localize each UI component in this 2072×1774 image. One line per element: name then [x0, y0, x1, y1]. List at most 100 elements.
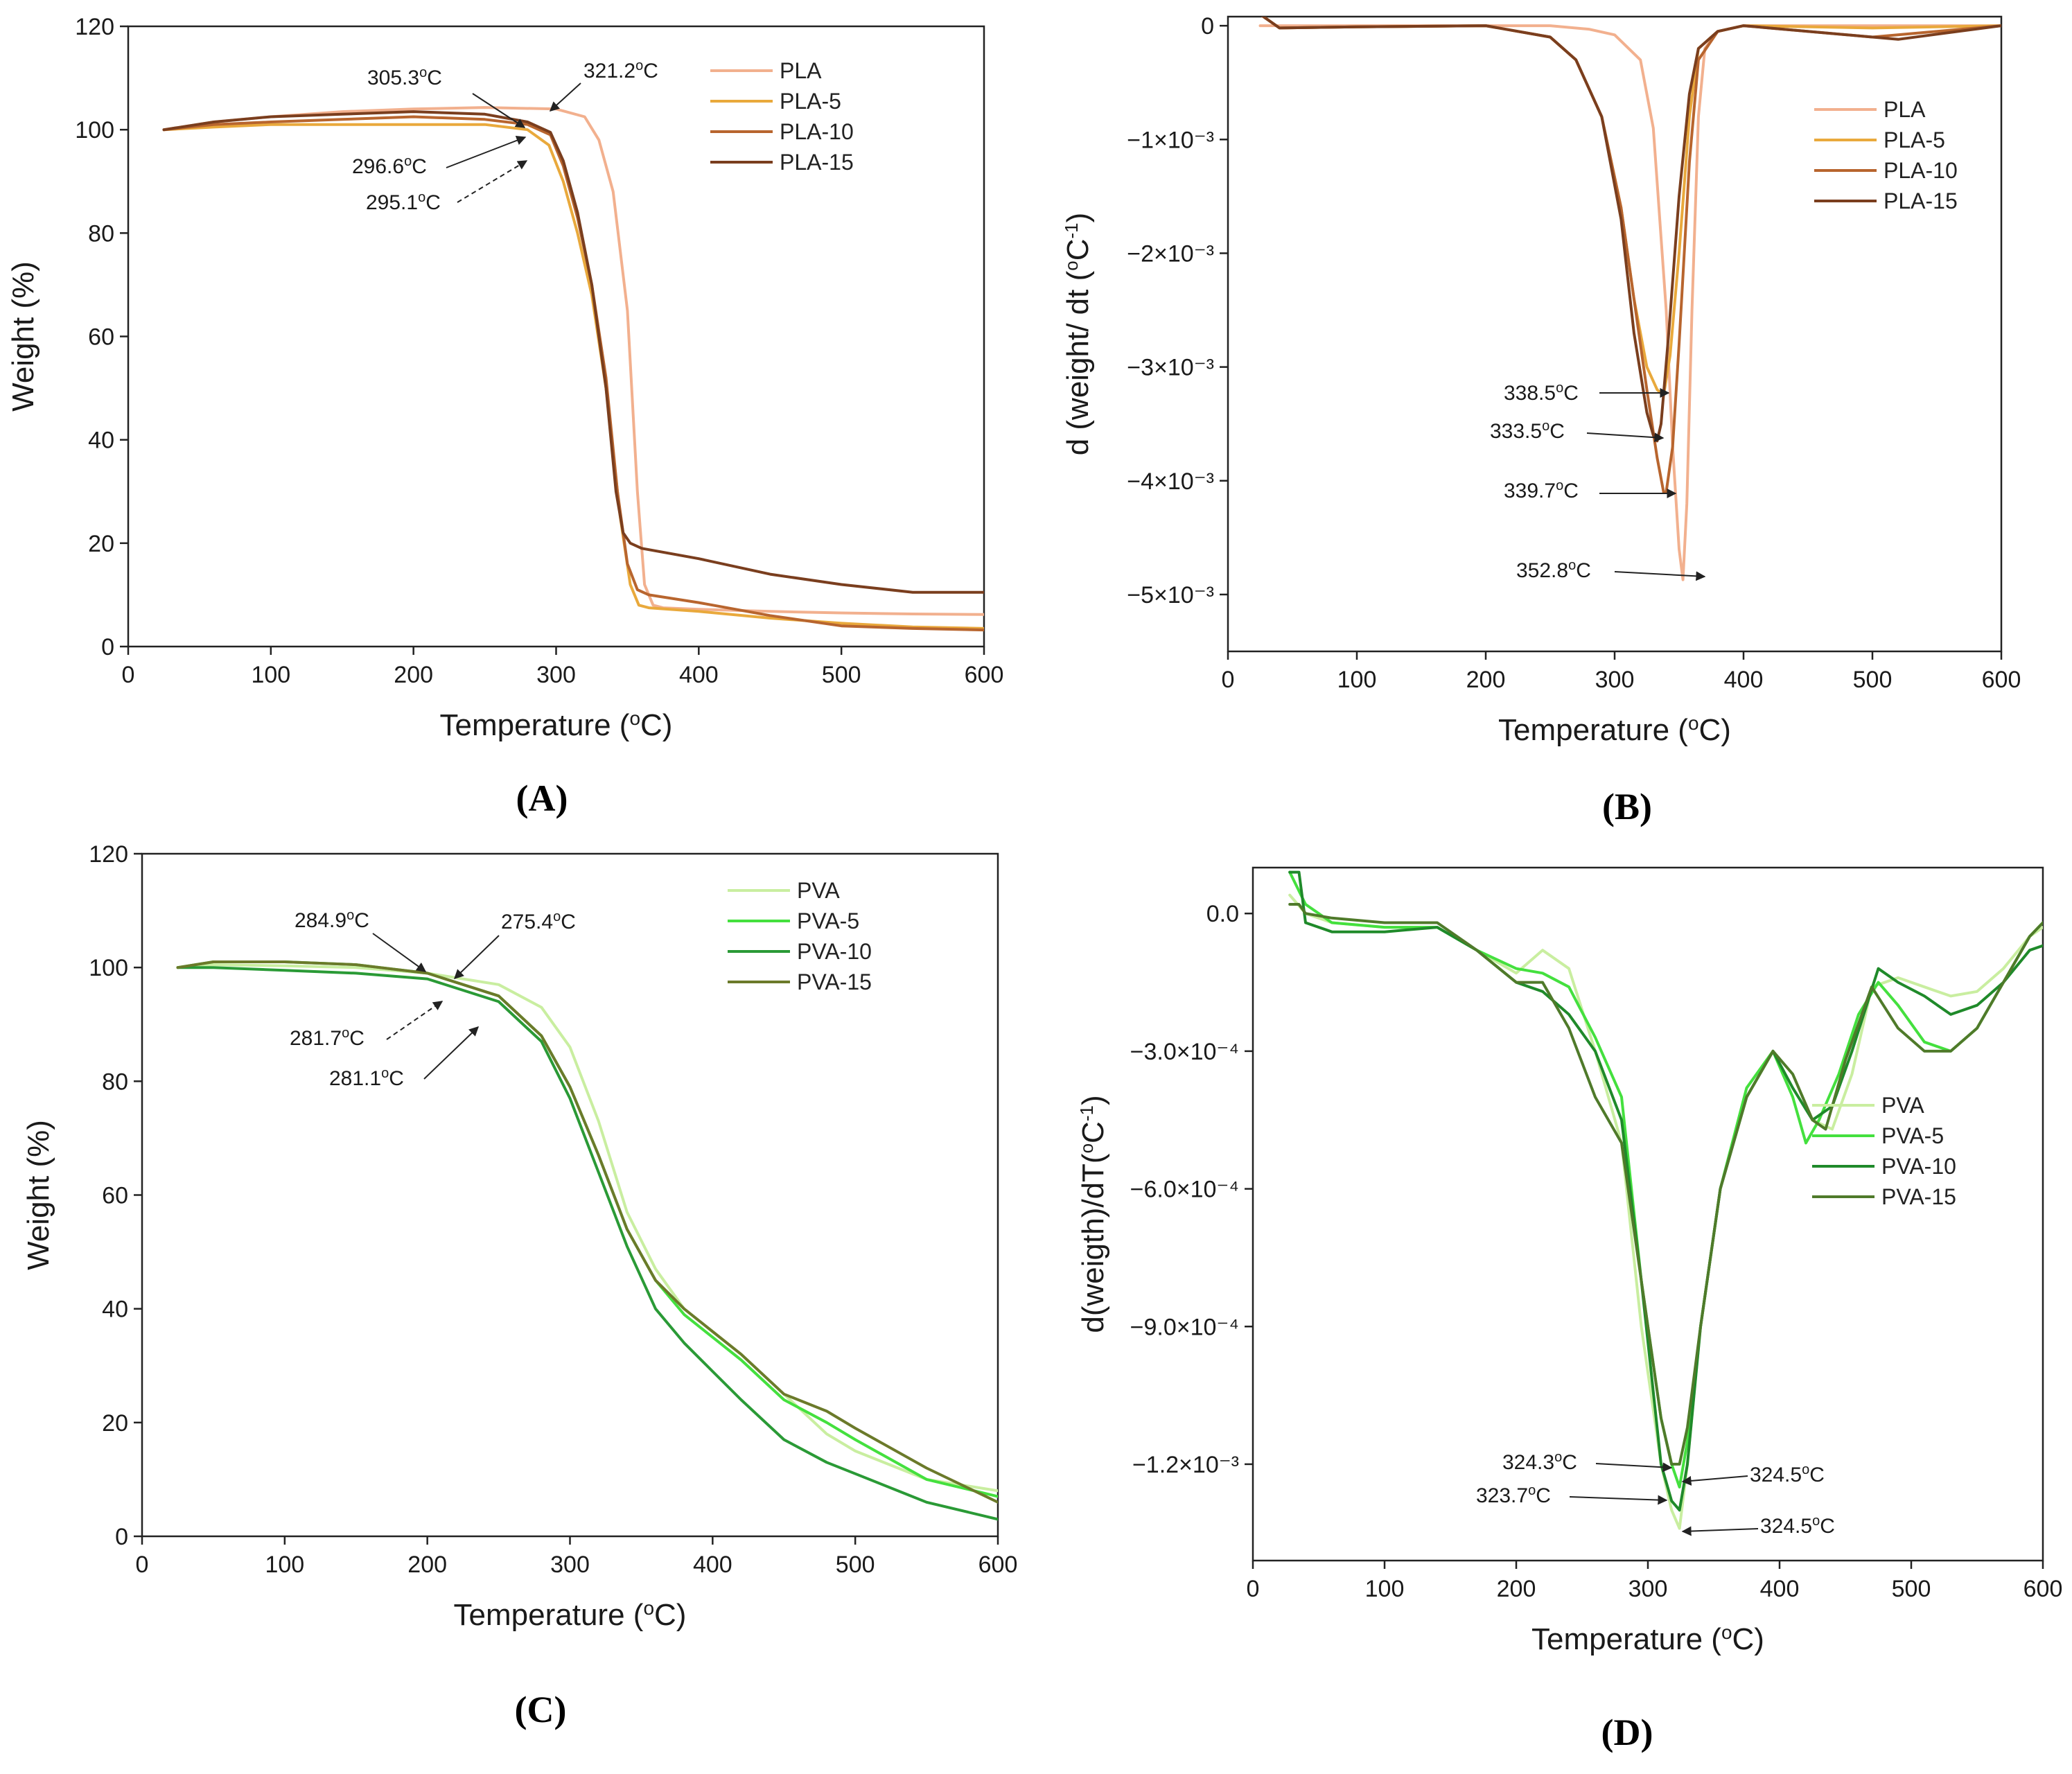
legend-label-pva-5: PVA-5: [1881, 1123, 1944, 1148]
legend-label-pla-15: PLA-15: [1884, 188, 1958, 213]
x-tick-label: 400: [1760, 1576, 1800, 1602]
peak-annotation: 338.5oC: [1504, 380, 1579, 405]
series-line-pva: [176, 963, 998, 1493]
y-tick-label: 20: [102, 1410, 128, 1437]
x-tick-label: 100: [1365, 1576, 1405, 1602]
annotation-arrow: [1681, 1475, 1748, 1486]
y-tick-label: 80: [102, 1069, 128, 1095]
y-tick-label: 40: [88, 428, 114, 454]
x-tick-label: 600: [965, 662, 1004, 688]
x-tick-label: 600: [1982, 667, 2021, 693]
annotation-arrow: [549, 82, 581, 112]
y-axis-title: Weight (%): [6, 261, 40, 412]
legend-label-pla-10: PLA-10: [780, 119, 854, 144]
x-tick-label: 200: [1466, 667, 1506, 693]
annotation-arrow: [1614, 571, 1706, 581]
y-axis-title: d(weigth)/dT(oC-1): [1076, 1095, 1110, 1333]
series-line-pla: [162, 106, 984, 616]
y-tick-label: −6.0×10⁻⁴: [1130, 1177, 1239, 1203]
annotation-arrow: [386, 1001, 444, 1040]
x-axis-title: Temperature (oC): [454, 1597, 687, 1633]
x-tick-label: 500: [1892, 1576, 1931, 1602]
legend-label-pva-15: PVA-15: [797, 969, 872, 994]
x-tick-label: 100: [251, 662, 290, 688]
chart-panel-4: 0 100 200 300 400 500 600 0.0 −3.0×10⁻⁴ −6.0×10⁻⁴…: [1076, 866, 2063, 1753]
peak-annotation: 295.1oC: [366, 190, 441, 214]
x-tick-label: 200: [1497, 1576, 1536, 1602]
x-tick-label: 100: [265, 1552, 304, 1578]
y-tick-label: 20: [88, 531, 114, 557]
panel-label: (B): [1602, 786, 1652, 827]
legend-label-pva-10: PVA-10: [1881, 1154, 1956, 1179]
annotation-arrow: [1681, 1526, 1759, 1536]
annotation-arrow: [1595, 1462, 1673, 1473]
series-line-pva: [1288, 893, 2043, 1530]
peak-annotation: 281.1oC: [329, 1066, 404, 1090]
y-tick-label: 60: [102, 1183, 128, 1209]
y-tick-label: 0: [115, 1524, 128, 1550]
x-tick-label: 0: [122, 662, 135, 688]
legend-label-pva-10: PVA-10: [797, 939, 872, 964]
y-tick-label: 80: [88, 220, 114, 247]
x-tick-label: 300: [550, 1552, 590, 1578]
series-line-pla-10: [162, 115, 984, 632]
x-tick-label: 200: [394, 662, 433, 688]
legend-label-pla: PLA: [1884, 97, 1926, 122]
y-tick-label: 0.0: [1206, 901, 1239, 927]
x-tick-label: 500: [836, 1552, 875, 1578]
peak-annotation: 281.7oC: [290, 1026, 365, 1050]
series-line-pla-5: [162, 123, 984, 630]
x-tick-label: 600: [2023, 1576, 2063, 1602]
panel-label: (C): [515, 1689, 567, 1730]
annotation-arrow: [446, 136, 527, 168]
y-tick-label: −2×10⁻³: [1127, 240, 1214, 267]
peak-annotation: 305.3oC: [367, 65, 442, 89]
x-axis-title: Temperature (oC): [1531, 1622, 1764, 1657]
x-tick-label: 0: [1222, 667, 1235, 693]
series-line-pla-10: [1261, 17, 2001, 494]
x-tick-label: 400: [693, 1552, 732, 1578]
annotation-arrow: [1569, 1495, 1668, 1505]
chart-panel-2: 0 100 200 300 400 500 600 0 −1×10⁻³ −2×10⁻³ −3×10⁻…: [1061, 13, 2021, 827]
x-tick-label: 0: [1247, 1576, 1260, 1602]
y-tick-label: 100: [75, 117, 114, 143]
y-tick-label: −9.0×10⁻⁴: [1130, 1314, 1239, 1340]
peak-annotation: 275.4oC: [501, 909, 576, 933]
y-tick-label: 40: [102, 1297, 128, 1323]
annotation-arrow: [423, 1026, 480, 1080]
series-line-pva-10: [176, 966, 998, 1521]
x-tick-label: 300: [1628, 1576, 1668, 1602]
peak-annotation: 333.5oC: [1490, 419, 1565, 443]
x-tick-label: 200: [407, 1552, 447, 1578]
plot-frame: [1252, 866, 2044, 1562]
y-tick-label: 120: [75, 14, 114, 40]
x-tick-label: 400: [1724, 667, 1764, 693]
x-tick-label: 100: [1337, 667, 1377, 693]
peak-annotation: 324.5oC: [1760, 1513, 1835, 1538]
peak-annotation: 321.2oC: [583, 58, 658, 82]
y-tick-label: 100: [89, 955, 128, 981]
series-line-pva-15: [176, 960, 998, 1504]
legend-label-pla-5: PLA-5: [1884, 128, 1945, 152]
y-tick-label: 60: [88, 324, 114, 351]
x-tick-label: 400: [679, 662, 719, 688]
x-tick-label: 0: [136, 1552, 149, 1578]
annotation-arrow: [457, 160, 528, 203]
y-tick-label: −1.2×10⁻³: [1132, 1452, 1239, 1478]
legend-label-pla-5: PLA-5: [780, 89, 841, 114]
panel-label: (A): [516, 778, 568, 819]
legend-label-pla: PLA: [780, 58, 822, 83]
peak-annotation: 324.3oC: [1502, 1450, 1577, 1474]
x-tick-label: 500: [1853, 667, 1893, 693]
legend-label-pva-5: PVA-5: [797, 908, 859, 933]
x-axis-title: Temperature (oC): [440, 708, 673, 743]
legend-label-pla-15: PLA-15: [780, 150, 854, 175]
legend-label-pva: PVA: [1881, 1093, 1924, 1118]
y-tick-label: 0: [1201, 13, 1214, 39]
legend-label-pva: PVA: [797, 878, 840, 903]
x-tick-label: 500: [822, 662, 861, 688]
peak-annotation: 296.6oC: [352, 154, 427, 178]
annotation-arrow: [1586, 432, 1665, 443]
series-line-pla-15: [1261, 17, 2001, 443]
